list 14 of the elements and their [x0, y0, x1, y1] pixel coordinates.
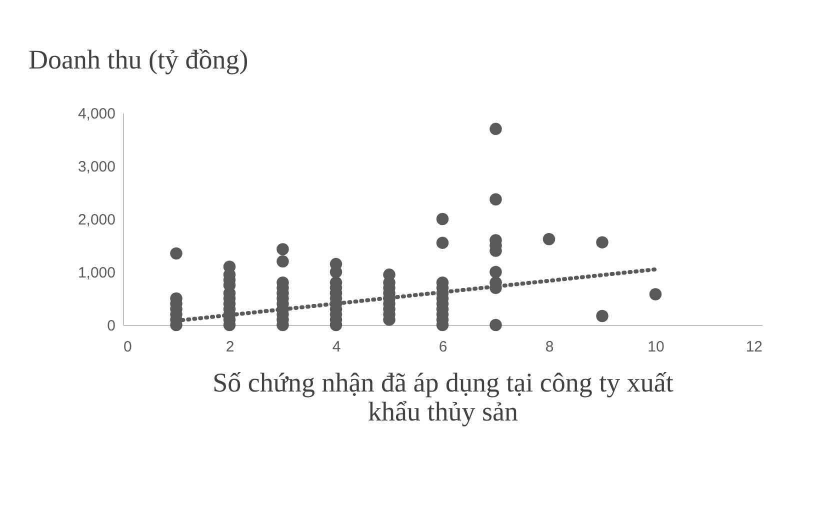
x-tick-label: 2	[226, 338, 234, 356]
x-axis-title: Số chứng nhận đã áp dụng tại công ty xuất khẩu thủy sản	[212, 368, 674, 426]
x-tick-label: 12	[746, 338, 762, 356]
x-tick-label: 0	[124, 338, 132, 356]
y-tick-label: 3,000	[78, 158, 116, 176]
y-tick-label: 2,000	[78, 212, 116, 228]
y-axis-title: Doanh thu (tỷ đồng)	[28, 44, 248, 74]
x-tick-label: 4	[332, 338, 341, 356]
y-tick-label: 4,000	[78, 106, 116, 122]
x-tick-label: 6	[438, 338, 448, 356]
y-tick-label: 1,000	[78, 264, 116, 282]
x-tick-label: 10	[648, 338, 664, 356]
y-tick-label: 0	[107, 318, 116, 334]
x-tick-label: 8	[545, 338, 554, 356]
